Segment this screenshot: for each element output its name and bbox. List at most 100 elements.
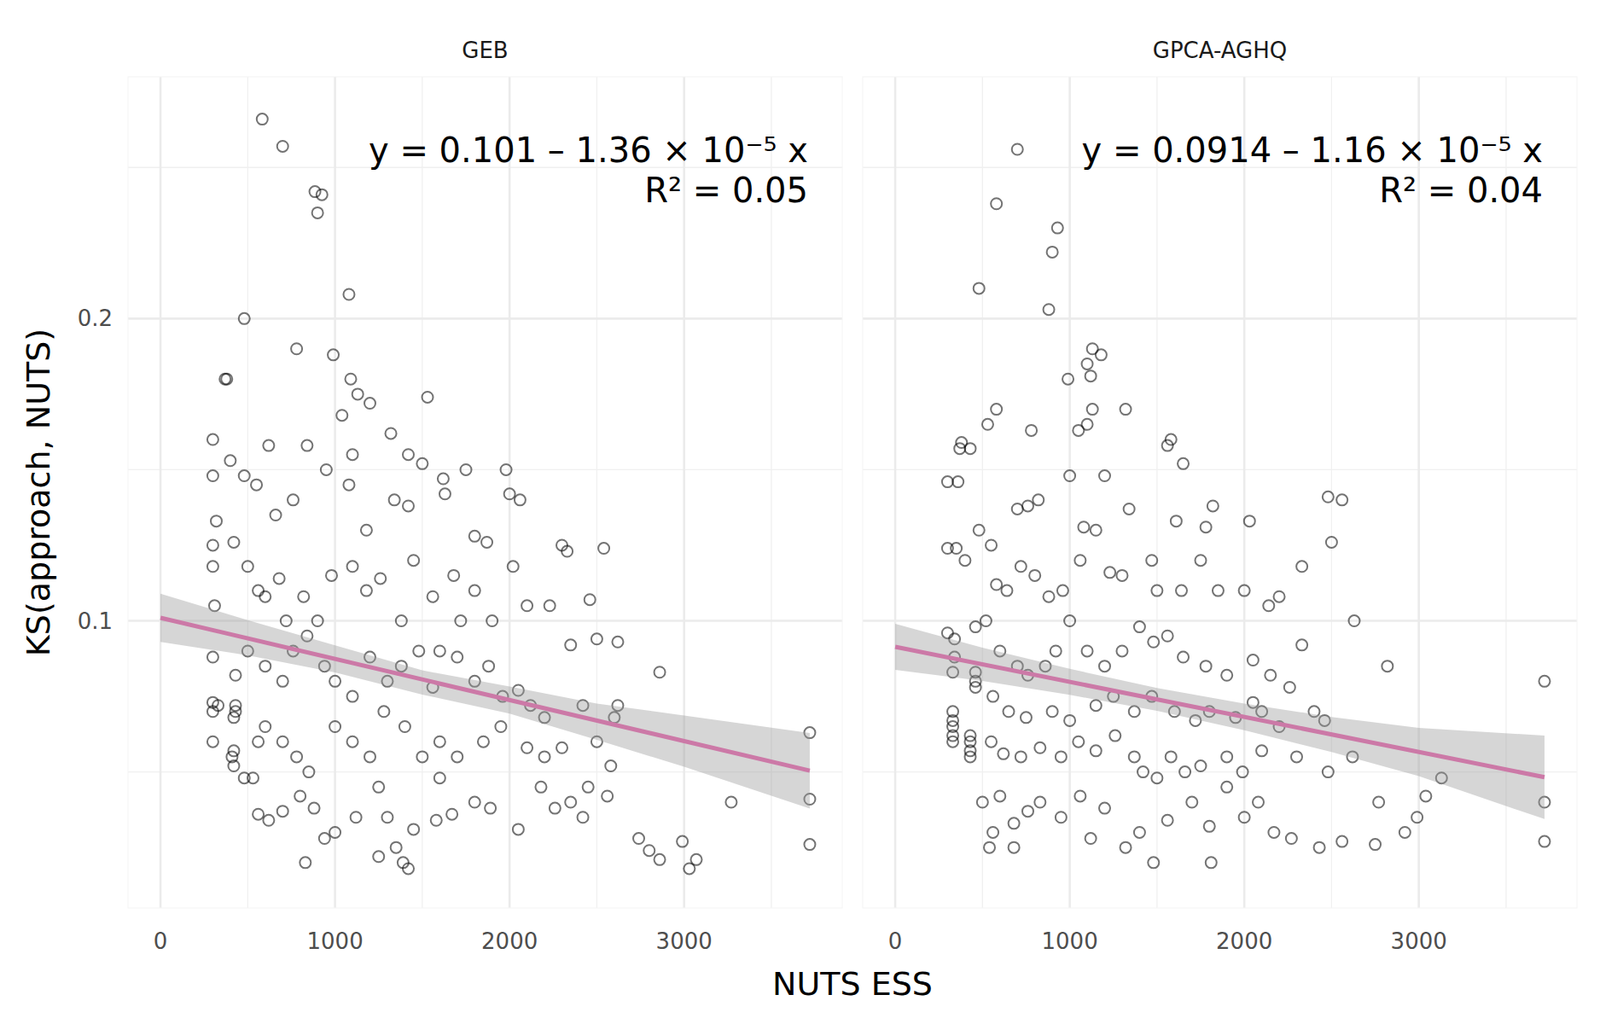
- point: [1146, 554, 1158, 566]
- point: [1099, 802, 1111, 815]
- point: [259, 660, 271, 672]
- annotation: R² = 0.04: [1378, 170, 1543, 210]
- point: [329, 826, 341, 838]
- point: [1291, 750, 1303, 763]
- point: [378, 705, 390, 717]
- background: [0, 0, 1600, 1024]
- point: [1237, 766, 1249, 778]
- grid-line: [333, 76, 337, 908]
- point: [1064, 470, 1076, 482]
- point: [1221, 669, 1233, 681]
- minor-grid: [982, 76, 984, 908]
- point: [1285, 832, 1298, 844]
- point: [416, 458, 428, 470]
- point: [556, 742, 568, 754]
- point: [1077, 521, 1089, 533]
- point: [1082, 645, 1094, 657]
- point: [1104, 566, 1116, 578]
- point: [227, 536, 239, 548]
- point: [350, 811, 362, 823]
- point: [1151, 772, 1163, 784]
- point: [1204, 820, 1216, 832]
- point: [1538, 675, 1550, 687]
- point: [1095, 349, 1107, 361]
- point: [982, 418, 994, 431]
- point: [1074, 790, 1086, 802]
- point: [1022, 500, 1034, 512]
- point: [1322, 491, 1334, 503]
- point: [1336, 836, 1348, 848]
- point: [402, 862, 414, 874]
- point: [301, 440, 313, 452]
- point: [535, 781, 547, 793]
- point: [1177, 458, 1189, 470]
- point: [1175, 585, 1187, 597]
- point: [1205, 856, 1217, 868]
- point: [385, 427, 397, 439]
- point: [965, 730, 977, 742]
- confidence-band: [895, 623, 1545, 820]
- point: [582, 781, 594, 793]
- point: [494, 721, 507, 733]
- point: [507, 560, 519, 572]
- point: [207, 705, 219, 717]
- point: [1055, 750, 1067, 763]
- point: [1020, 711, 1032, 723]
- point: [1025, 424, 1037, 437]
- point: [308, 802, 320, 815]
- point: [654, 666, 666, 678]
- grid-line: [159, 76, 163, 908]
- point: [965, 750, 977, 763]
- annotation: R² = 0.05: [644, 170, 809, 210]
- point: [434, 772, 446, 784]
- point: [1085, 370, 1097, 382]
- point: [1072, 736, 1084, 748]
- point: [345, 373, 357, 385]
- point: [336, 409, 348, 421]
- point: [1090, 524, 1102, 536]
- point: [954, 442, 966, 454]
- point: [973, 524, 985, 536]
- point: [402, 500, 414, 512]
- point: [1047, 705, 1059, 717]
- point: [302, 766, 315, 778]
- plot-frame: [862, 76, 1577, 908]
- point: [437, 473, 449, 485]
- point: [319, 832, 331, 844]
- point: [1262, 599, 1275, 611]
- point: [1200, 660, 1212, 672]
- minor-grid: [128, 469, 843, 471]
- point: [584, 593, 596, 606]
- annotation: y = 0.0914 – 1.16 × 10⁻⁵ x: [1082, 130, 1543, 170]
- point: [1268, 826, 1280, 838]
- point: [262, 814, 274, 827]
- x-tick-label: 2000: [1216, 928, 1273, 955]
- point: [521, 599, 533, 611]
- point: [1373, 797, 1385, 809]
- point: [1200, 521, 1212, 533]
- point: [277, 140, 289, 152]
- grid-line: [1243, 76, 1246, 908]
- point: [312, 207, 324, 219]
- point: [985, 539, 997, 551]
- point: [1116, 570, 1128, 582]
- point: [997, 748, 1009, 760]
- point: [259, 721, 271, 733]
- point: [1012, 503, 1024, 515]
- point: [399, 721, 411, 733]
- point: [430, 814, 443, 827]
- point: [1349, 615, 1361, 627]
- y-axis-title: KS(approach, NUTS): [19, 328, 58, 657]
- point: [1221, 781, 1233, 793]
- point: [1043, 591, 1055, 603]
- point: [1099, 660, 1111, 672]
- point: [219, 373, 231, 385]
- point: [1247, 654, 1259, 666]
- point: [500, 464, 512, 476]
- point: [482, 660, 495, 672]
- point: [676, 836, 688, 848]
- plot-frame: [128, 76, 843, 908]
- point: [952, 476, 964, 488]
- point: [611, 636, 623, 648]
- point: [1015, 750, 1027, 763]
